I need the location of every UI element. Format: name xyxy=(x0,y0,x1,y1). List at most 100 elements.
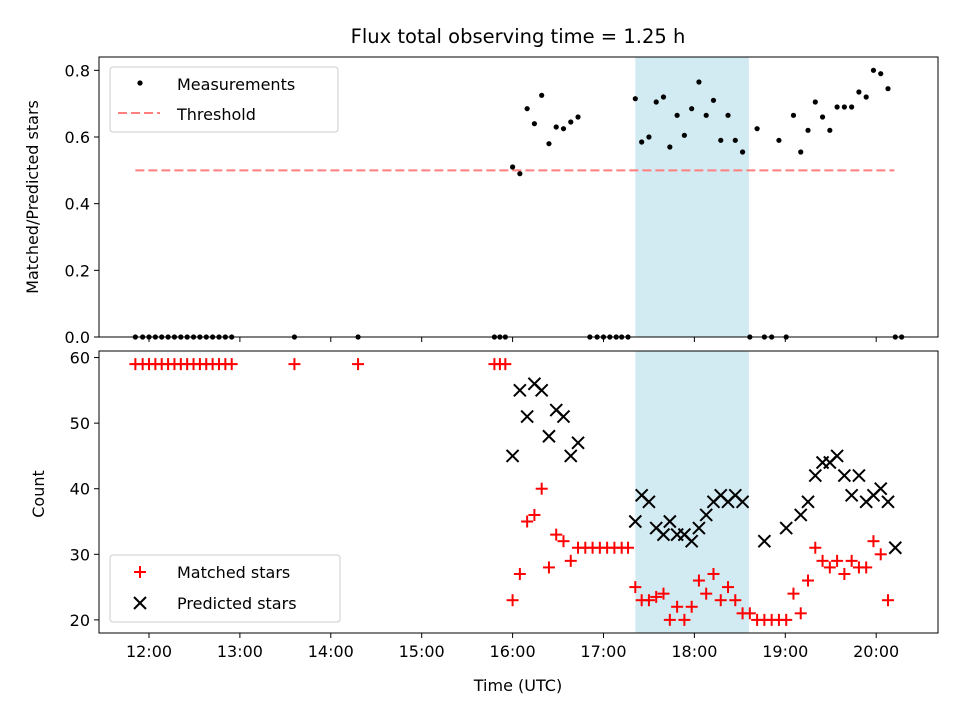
measurement-point xyxy=(546,141,552,147)
matched-star-point xyxy=(685,600,698,613)
measurement-point xyxy=(841,104,847,110)
measurement-point xyxy=(689,106,695,112)
measurement-point xyxy=(696,79,702,85)
predicted-star-point xyxy=(735,495,750,509)
bottom-x-tick-label: 13:00 xyxy=(217,642,263,661)
matched-star-point xyxy=(838,567,851,580)
measurement-point xyxy=(870,67,877,73)
measurement-point xyxy=(632,96,638,102)
measurement-point xyxy=(790,112,797,118)
bottom-x-axis-label: Time (UTC) xyxy=(473,676,562,695)
predicted-star-point xyxy=(881,495,895,509)
bottom-y-ticks: 20 30 40 50 60 xyxy=(70,349,99,630)
matched-star-point xyxy=(657,587,670,600)
legend-label-measurements: Measurements xyxy=(177,75,295,94)
measurement-point xyxy=(560,126,567,132)
matched-star-point xyxy=(743,607,756,620)
legend-marker-predicted xyxy=(133,596,147,610)
measurement-point xyxy=(827,127,833,133)
bottom-x-tick-label: 20:00 xyxy=(853,642,899,661)
matched-star-point xyxy=(557,535,570,548)
predicted-star-point xyxy=(513,383,527,398)
matched-star-point xyxy=(352,358,365,371)
legend-label-threshold: Threshold xyxy=(176,105,256,124)
predicted-star-point xyxy=(505,449,520,463)
top-y-tick-label: 0.8 xyxy=(65,61,90,80)
matched-star-point xyxy=(642,594,655,607)
predicted-star-point xyxy=(852,468,866,483)
top-y-ticks: 0.0 0.2 0.4 0.6 0.8 xyxy=(65,61,99,347)
measurement-point xyxy=(575,114,581,120)
measurement-point xyxy=(639,139,645,145)
predicted-star-point xyxy=(692,521,706,535)
matched-star-point xyxy=(663,613,676,626)
matched-star-point xyxy=(622,541,635,554)
bottom-panel: 20 30 40 50 60 12:00 13:00 14:00 15:00 16:00 17:0… xyxy=(29,349,939,695)
bottom-y-tick-label: 20 xyxy=(70,611,90,630)
measurement-point xyxy=(754,126,760,132)
measurement-point xyxy=(509,164,516,170)
bottom-y-tick-label: 50 xyxy=(70,414,90,433)
matched-star-point xyxy=(650,590,663,603)
predicted-star-point xyxy=(757,534,772,548)
legend-label-matched: Matched stars xyxy=(177,563,290,582)
predicted-star-point xyxy=(642,495,656,509)
bottom-x-tick-label: 17:00 xyxy=(580,642,626,661)
matched-star-point xyxy=(860,561,873,574)
measurement-point xyxy=(849,104,855,110)
measurement-point xyxy=(674,112,680,118)
matched-star-point xyxy=(882,594,895,607)
predicted-star-point xyxy=(520,409,534,424)
matched-star-point xyxy=(816,554,829,567)
top-legend-box xyxy=(109,66,339,133)
bottom-y-axis-label: Count xyxy=(29,470,48,518)
measurement-point xyxy=(718,137,724,143)
matched-star-point xyxy=(794,607,807,620)
predicted-star-point xyxy=(542,429,556,443)
top-y-tick-label: 0.0 xyxy=(65,328,90,347)
predicted-star-point xyxy=(684,534,699,548)
predicted-star-point xyxy=(808,468,822,483)
measurement-point xyxy=(812,99,818,105)
predicted-star-point xyxy=(556,409,571,424)
bottom-x-tick-label: 16:00 xyxy=(490,642,536,661)
matched-star-point xyxy=(535,482,548,495)
matched-star-points xyxy=(129,358,895,626)
measurement-point xyxy=(798,149,804,155)
matched-star-point xyxy=(225,358,238,371)
matched-star-point xyxy=(802,574,815,587)
predicted-star-point xyxy=(564,449,578,463)
predicted-star-point xyxy=(830,449,844,463)
predicted-star-point xyxy=(663,514,677,529)
matched-star-point xyxy=(506,594,519,607)
predicted-star-point xyxy=(628,514,643,529)
matched-star-point xyxy=(542,561,555,574)
measurement-point xyxy=(885,86,891,92)
bottom-legend-box xyxy=(109,554,341,623)
bottom-x-tick-label: 14:00 xyxy=(308,642,354,661)
top-panel: 0.0 0.2 0.4 0.6 0.8 Flux total observing tim… xyxy=(23,25,939,347)
top-plot-frame xyxy=(98,56,939,338)
measurement-point xyxy=(725,112,731,118)
matched-star-point xyxy=(845,554,858,567)
top-legend: Measurements Threshold xyxy=(109,66,339,133)
measurement-point xyxy=(531,121,538,127)
measurement-point xyxy=(878,71,884,77)
matched-star-point xyxy=(809,541,822,554)
matched-star-point xyxy=(528,508,541,521)
measurement-point xyxy=(703,112,709,118)
measurement-point xyxy=(805,127,811,133)
predicted-star-point xyxy=(801,495,815,509)
matched-star-point xyxy=(564,554,577,567)
bottom-x-tick-label: 12:00 xyxy=(126,642,172,661)
predicted-star-point xyxy=(699,508,713,522)
matched-star-point xyxy=(288,358,301,371)
matched-star-point xyxy=(499,358,512,371)
top-y-tick-label: 0.4 xyxy=(65,195,90,214)
matched-star-point xyxy=(780,613,793,626)
legend-marker-matched xyxy=(134,566,146,578)
matched-star-point xyxy=(831,554,844,567)
matched-star-point xyxy=(678,613,691,626)
measurement-point xyxy=(646,134,652,140)
matched-star-point xyxy=(787,587,800,600)
